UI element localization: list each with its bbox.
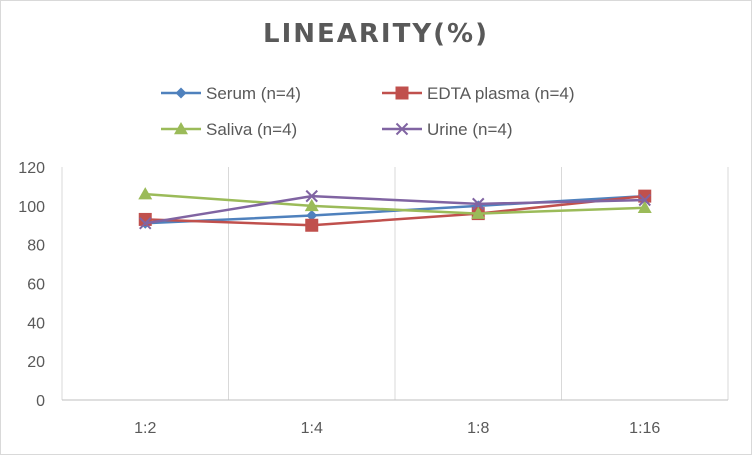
- y-tick-label: 120: [18, 160, 45, 177]
- legend: Serum (n=4) EDTA plasma (n=4) Saliva (n=4)…: [161, 84, 575, 139]
- legend-label: EDTA plasma (n=4): [427, 84, 575, 103]
- data-point: [305, 218, 319, 232]
- series-2: [138, 187, 652, 219]
- data-point: [304, 198, 319, 212]
- data-point: [139, 217, 152, 230]
- y-tick-label: 80: [27, 238, 45, 255]
- chart-title: LINEARITY(%): [263, 19, 489, 49]
- legend-entry: Serum (n=4): [161, 84, 301, 103]
- data-point: [638, 193, 651, 207]
- x-tick-label: 1:8: [467, 420, 489, 437]
- series-layer: [138, 187, 652, 232]
- axes: 0 20 40 60 80 100 120 1:2 1:4 1:8 1:16: [18, 160, 728, 437]
- legend-entry: EDTA plasma (n=4): [382, 84, 575, 103]
- series-line: [145, 194, 645, 227]
- legend-marker: [174, 122, 188, 135]
- data-point: [472, 197, 485, 211]
- legend-marker: [395, 86, 409, 100]
- x-tick-label: 1:16: [629, 420, 660, 437]
- data-point: [637, 200, 652, 214]
- x-tick-label: 1:2: [134, 420, 156, 437]
- legend-marker: [175, 87, 187, 99]
- series-3: [139, 189, 651, 230]
- data-point: [306, 210, 318, 222]
- x-tick-label: 1:4: [301, 420, 323, 437]
- y-tick-label: 40: [27, 315, 45, 332]
- data-point: [305, 189, 318, 203]
- series-line: [145, 194, 645, 225]
- series-line: [145, 192, 645, 215]
- data-point: [471, 206, 486, 219]
- legend-entry: Urine (n=4): [382, 120, 513, 139]
- legend-label: Urine (n=4): [427, 120, 513, 139]
- legend-label: Serum (n=4): [206, 84, 301, 103]
- legend-marker: [395, 122, 409, 136]
- y-tick-label: 20: [27, 354, 45, 371]
- legend-label: Saliva (n=4): [206, 120, 297, 139]
- y-tick-label: 100: [18, 199, 45, 216]
- y-tick-label: 0: [36, 393, 45, 410]
- y-tick-label: 60: [27, 277, 45, 294]
- grid: [61, 167, 729, 400]
- legend-entry: Saliva (n=4): [161, 120, 297, 139]
- data-point: [138, 187, 153, 200]
